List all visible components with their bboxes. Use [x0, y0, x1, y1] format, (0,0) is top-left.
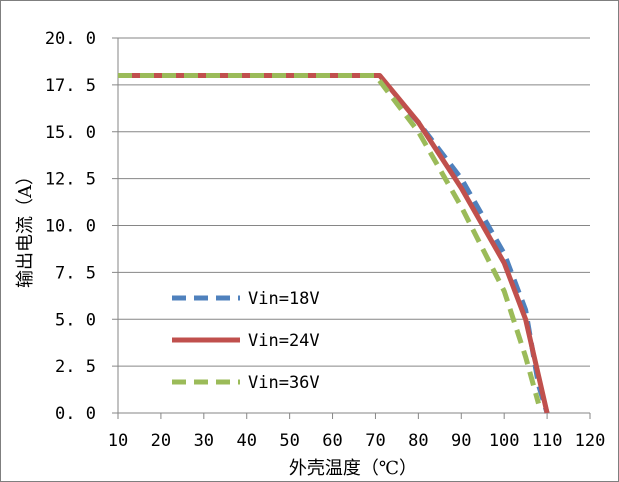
x-tick-label: 120	[575, 431, 606, 451]
legend: Vin=18V Vin=24V Vin=36V	[172, 289, 320, 393]
x-axis-title: 外壳温度（℃）	[289, 458, 417, 479]
y-tick-label: 10. 0	[45, 217, 96, 237]
x-tick-label: 50	[279, 431, 299, 451]
y-tick-label: 17. 5	[45, 76, 96, 96]
series-line-3	[118, 73, 541, 405]
x-tick-label: 60	[322, 431, 342, 451]
x-tick-label: 70	[365, 431, 385, 451]
x-tick-label: 10	[108, 431, 128, 451]
y-tick-label: 0. 0	[55, 404, 96, 424]
legend-label: Vin=18V	[248, 289, 320, 309]
x-tick-label: 90	[451, 431, 471, 451]
x-tick-label: 80	[408, 431, 428, 451]
y-axis-title: 输出电流（A）	[15, 167, 36, 288]
x-tick-label: 40	[236, 431, 256, 451]
y-tick-label: 2. 5	[55, 357, 96, 377]
y-tick-label: 5. 0	[55, 310, 96, 330]
y-tick-label: 20. 0	[45, 29, 96, 49]
legend-label: Vin=24V	[248, 331, 320, 351]
x-tick-label: 100	[489, 431, 520, 451]
tick-labels: 0. 0 2. 5 5. 0 7. 5 10. 0 12. 5 15. 0 17. 5 20. …	[45, 29, 606, 451]
x-tick-label: 110	[532, 431, 563, 451]
y-tick-label: 15. 0	[45, 123, 96, 143]
y-tick-label: 12. 5	[45, 170, 96, 190]
series-line-2	[118, 73, 550, 414]
x-tick-label: 30	[194, 431, 214, 451]
x-tick-label: 20	[151, 431, 171, 451]
series-lines	[118, 73, 550, 414]
y-tick-label: 7. 5	[55, 263, 96, 283]
legend-label: Vin=36V	[248, 373, 320, 393]
axes	[112, 37, 591, 419]
